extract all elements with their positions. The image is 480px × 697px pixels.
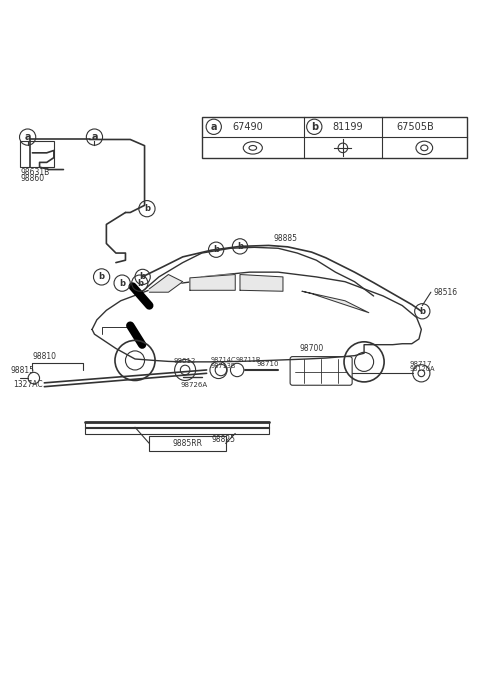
Polygon shape	[240, 275, 283, 291]
Polygon shape	[149, 275, 183, 292]
Polygon shape	[302, 291, 369, 313]
Text: b: b	[140, 273, 145, 282]
Text: b: b	[137, 279, 143, 288]
Text: 98717: 98717	[409, 360, 432, 367]
Polygon shape	[190, 275, 235, 290]
Text: b: b	[213, 245, 219, 254]
Text: b: b	[119, 279, 125, 288]
Text: 98815: 98815	[11, 366, 35, 375]
Bar	[149, 436, 226, 451]
Text: 98714C: 98714C	[210, 357, 236, 363]
Text: a: a	[91, 132, 98, 142]
Text: 98726A: 98726A	[180, 382, 207, 388]
Bar	[202, 117, 467, 158]
Text: 9885RR: 9885RR	[172, 439, 203, 448]
Text: b: b	[98, 273, 105, 282]
Text: 98516: 98516	[433, 288, 457, 297]
Text: a: a	[24, 132, 31, 142]
Text: a: a	[211, 122, 217, 132]
Bar	[85, 427, 269, 434]
Bar	[21, 141, 54, 167]
Text: 98710: 98710	[257, 360, 279, 367]
Text: b: b	[237, 242, 243, 251]
Text: 1327AC: 1327AC	[13, 380, 43, 389]
Text: 67505B: 67505B	[396, 122, 434, 132]
Bar	[85, 422, 269, 428]
Text: 98631B: 98631B	[21, 168, 50, 177]
Text: 98810: 98810	[33, 353, 57, 361]
Text: 98885: 98885	[274, 233, 298, 243]
Text: b: b	[420, 307, 425, 316]
Text: 98012: 98012	[173, 358, 195, 365]
Text: b: b	[311, 122, 318, 132]
Text: 98713B: 98713B	[210, 362, 236, 369]
Text: b: b	[144, 204, 150, 213]
Text: 98700: 98700	[300, 344, 324, 353]
Text: 98825: 98825	[211, 435, 235, 444]
Text: 98860: 98860	[21, 174, 45, 183]
Text: 81199: 81199	[333, 122, 363, 132]
Text: 98120A: 98120A	[409, 367, 435, 372]
Text: 98711B: 98711B	[235, 357, 261, 363]
Text: 67490: 67490	[233, 122, 264, 132]
